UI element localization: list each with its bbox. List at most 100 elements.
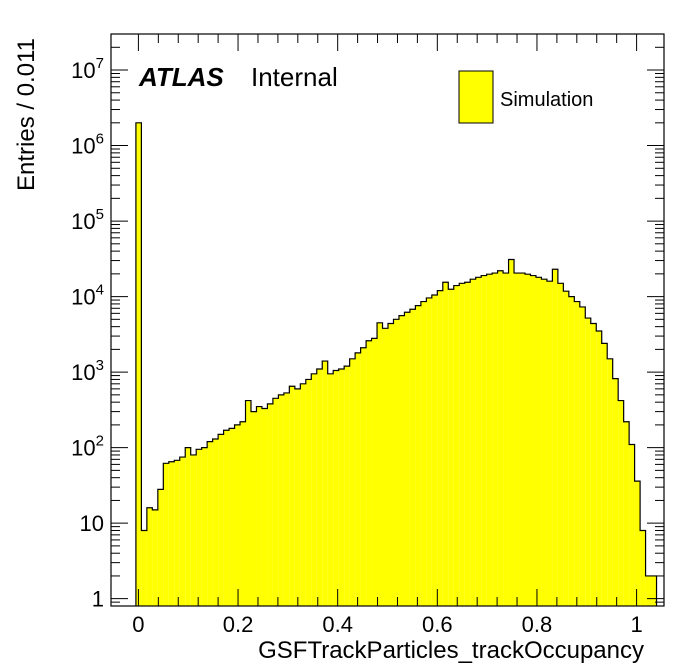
histogram-bar bbox=[333, 370, 339, 606]
histogram-bar bbox=[223, 430, 230, 606]
y-axis-tick-labels: 1 10 102 103 104 105 106 107 bbox=[71, 55, 104, 612]
y-tick-label: 107 bbox=[71, 55, 104, 83]
histogram-bar bbox=[179, 457, 186, 606]
x-axis-tick-labels: 0 0.2 0.4 0.6 0.8 1 bbox=[132, 612, 642, 637]
histogram-bar bbox=[442, 282, 449, 606]
histogram-bar bbox=[426, 297, 432, 606]
histogram-bar bbox=[612, 378, 619, 606]
histogram-bar bbox=[645, 575, 652, 606]
histogram-bar bbox=[470, 279, 476, 606]
histogram-bar bbox=[240, 421, 246, 606]
x-tick-label: 0.6 bbox=[422, 612, 453, 637]
histogram-bar bbox=[338, 368, 345, 606]
histogram-bar bbox=[283, 392, 290, 606]
legend: Simulation bbox=[458, 70, 593, 124]
histogram-bar bbox=[420, 301, 427, 606]
histogram-bar bbox=[278, 394, 284, 606]
histogram-bar bbox=[146, 507, 153, 606]
histogram-bar bbox=[415, 305, 421, 606]
histogram-bar bbox=[256, 406, 262, 606]
histogram-bar bbox=[486, 274, 493, 606]
histogram-bar bbox=[201, 447, 208, 606]
histogram-bar bbox=[229, 428, 235, 606]
histogram-bar bbox=[552, 269, 558, 606]
histogram-bar bbox=[272, 398, 279, 606]
internal-label: Internal bbox=[251, 62, 338, 92]
histogram-bar bbox=[431, 295, 438, 606]
histogram-outline bbox=[135, 122, 658, 606]
y-tick-label: 103 bbox=[71, 357, 104, 385]
histogram-bar bbox=[327, 373, 334, 606]
histogram-bar bbox=[453, 285, 460, 606]
y-tick-label: 102 bbox=[71, 433, 104, 461]
histogram-bar bbox=[382, 328, 388, 606]
y-axis-ticks bbox=[111, 33, 664, 607]
y-tick-label: 1 bbox=[92, 587, 104, 612]
histogram-bar bbox=[601, 343, 608, 606]
histogram-bar bbox=[519, 273, 525, 606]
histogram-bar bbox=[174, 460, 180, 606]
y-tick-label: 106 bbox=[71, 131, 104, 159]
histogram-bar bbox=[141, 530, 147, 606]
histogram-bar bbox=[393, 319, 399, 606]
x-tick-label: 0.2 bbox=[223, 612, 254, 637]
histogram-bar bbox=[437, 290, 443, 606]
histogram-bar bbox=[492, 273, 498, 606]
histogram-bar bbox=[634, 481, 641, 606]
histogram-bar bbox=[344, 366, 350, 606]
histogram-bar bbox=[190, 454, 197, 606]
histogram-bar bbox=[475, 277, 482, 606]
histogram-bar bbox=[579, 306, 586, 606]
histogram-bar bbox=[563, 291, 569, 606]
x-tick-label: 0.4 bbox=[322, 612, 353, 637]
histogram-bar bbox=[574, 301, 580, 606]
histogram-bar bbox=[398, 315, 405, 606]
histogram-bar bbox=[590, 323, 597, 606]
x-tick-label: 1 bbox=[630, 612, 642, 637]
atlas-label: ATLAS bbox=[138, 62, 224, 92]
legend-swatch bbox=[458, 70, 494, 124]
histogram-bar bbox=[629, 444, 635, 606]
histogram-bar bbox=[212, 439, 219, 606]
histogram-bar bbox=[503, 273, 509, 606]
histogram-bar bbox=[218, 434, 224, 606]
histogram-bar bbox=[388, 323, 394, 606]
histogram-bar bbox=[196, 449, 202, 606]
histogram-bar bbox=[267, 403, 273, 606]
histogram-bar bbox=[349, 358, 356, 606]
histogram-bar bbox=[185, 447, 191, 606]
histogram-bar bbox=[261, 408, 268, 606]
y-tick-label: 104 bbox=[71, 282, 104, 310]
histogram-bar bbox=[618, 400, 624, 606]
histogram-bar bbox=[245, 400, 251, 606]
histogram-bar bbox=[207, 441, 213, 606]
histogram-bar bbox=[234, 424, 241, 606]
histogram-bar bbox=[409, 309, 416, 606]
y-tick-label: 10 bbox=[80, 511, 104, 536]
histogram-bar bbox=[377, 322, 383, 606]
histogram-bar bbox=[464, 282, 471, 606]
histogram-bar bbox=[640, 530, 646, 606]
x-tick-label: 0 bbox=[132, 612, 144, 637]
histogram-bar bbox=[557, 283, 564, 606]
histogram-bar bbox=[300, 383, 306, 606]
x-axis-ticks bbox=[137, 34, 638, 606]
histogram-bar bbox=[322, 361, 328, 606]
y-tick-label: 105 bbox=[71, 206, 104, 234]
histogram-bar bbox=[568, 296, 575, 606]
histogram-bar bbox=[163, 463, 169, 606]
histogram-bar bbox=[497, 270, 504, 606]
histogram-bar bbox=[157, 489, 164, 606]
histogram-bar bbox=[623, 421, 630, 606]
histogram-bar bbox=[607, 358, 613, 606]
histogram-bar bbox=[525, 274, 531, 606]
histogram-bar bbox=[448, 289, 454, 606]
histogram-bar bbox=[250, 411, 257, 606]
histogram-bar bbox=[585, 318, 591, 606]
histogram-bar bbox=[535, 277, 542, 606]
legend-entry-simulation: Simulation bbox=[500, 89, 593, 111]
histogram-bar bbox=[168, 461, 175, 606]
histogram-bar bbox=[316, 368, 323, 606]
histogram-bars bbox=[135, 122, 658, 606]
